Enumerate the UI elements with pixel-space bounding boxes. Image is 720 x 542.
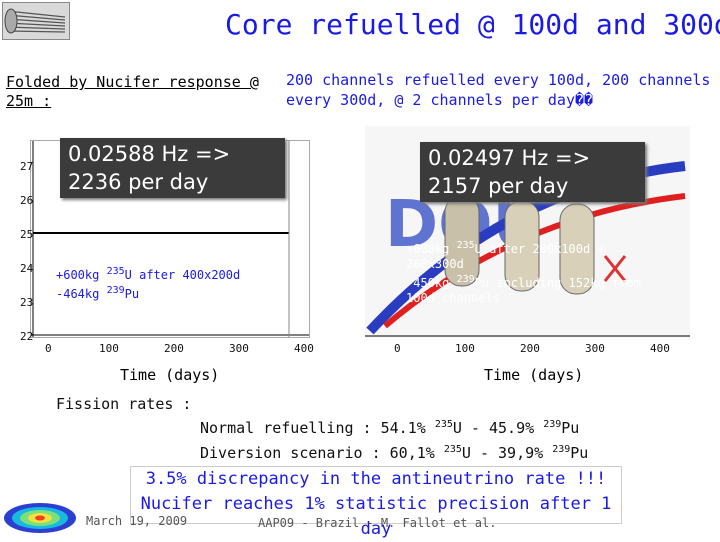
- fission-label: Fission rates :: [56, 395, 192, 413]
- right-xtick: 0: [394, 342, 401, 355]
- right-callout-line2: 2157 per day: [428, 174, 569, 198]
- left-ytick: 23: [20, 296, 34, 309]
- summary-line1: 3.5% discrepancy in the antineutrino rat…: [145, 469, 607, 489]
- left-xtick: 100: [99, 342, 119, 355]
- left-xtick: 0: [45, 342, 52, 355]
- left-annotation: +600kg 235U after 400x200d -464kg 239Pu: [56, 266, 241, 301]
- left-xtick: 200: [164, 342, 184, 355]
- summary-box: 3.5% discrepancy in the antineutrino rat…: [130, 466, 622, 539]
- right-xtick: 300: [585, 342, 605, 355]
- right-rate-callout: 0.02497 Hz => 2157 per day: [420, 142, 645, 202]
- left-ytick: 25: [20, 228, 34, 241]
- subtitle-left: Folded by Nucifer response @ 25m :: [6, 73, 259, 110]
- left-rate-callout: 0.02588 Hz => 2236 per day: [60, 138, 285, 198]
- left-ytick: 22: [20, 330, 34, 343]
- normal-refuelling: Normal refuelling : 54.1% 235U - 45.9% 2…: [200, 419, 580, 437]
- left-ytick: 26: [20, 194, 34, 207]
- left-xtick: 400: [294, 342, 314, 355]
- left-callout-line1: 0.02588 Hz =>: [68, 142, 231, 166]
- right-xtick: 400: [650, 342, 670, 355]
- left-ytick: 27: [20, 160, 34, 173]
- page-title: Core refuelled @ 100d and 300d: [225, 8, 720, 41]
- left-xaxis-title: Time (days): [120, 366, 220, 384]
- footer-date: March 19, 2009: [86, 514, 188, 528]
- right-xtick: 100: [455, 342, 475, 355]
- fission-values: Normal refuelling : 54.1% 235U - 45.9% 2…: [200, 414, 588, 464]
- core-map-thumbnail: [2, 500, 80, 536]
- summary-line2: Nucifer reaches 1% statistic precision a…: [140, 494, 612, 539]
- logo-image: [2, 2, 70, 40]
- right-annotation: +600kg 235U after 200x100d + 200x300d -4…: [406, 240, 641, 305]
- footer-conference: AAP09 - Brazil - M. Fallot et al.: [258, 516, 497, 530]
- left-callout-line2: 2236 per day: [68, 170, 209, 194]
- left-ytick: 24: [20, 262, 34, 275]
- left-xtick: 300: [229, 342, 249, 355]
- right-xaxis-title: Time (days): [484, 366, 584, 384]
- subtitle-right: 200 channels refuelled every 100d, 200 c…: [286, 71, 711, 109]
- diversion-scenario: Diversion scenario : 60,1% 235U - 39,9% …: [200, 444, 589, 462]
- right-xtick: 200: [520, 342, 540, 355]
- right-callout-line1: 0.02497 Hz =>: [428, 146, 591, 170]
